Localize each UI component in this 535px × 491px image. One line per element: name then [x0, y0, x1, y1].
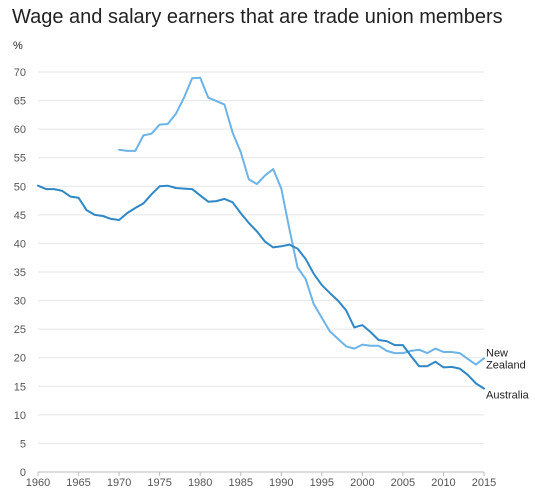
- y-tick-label-25: 25: [14, 324, 26, 336]
- x-tick-label-2015: 2015: [472, 477, 496, 489]
- gridlines: [38, 72, 484, 472]
- y-tick-label-35: 35: [14, 267, 26, 279]
- y-tick-label-15: 15: [14, 381, 26, 393]
- x-tick-label-1985: 1985: [228, 477, 252, 489]
- y-tick-label-60: 60: [14, 124, 26, 136]
- x-tick-label-1995: 1995: [310, 477, 334, 489]
- x-tick-label-2010: 2010: [431, 477, 455, 489]
- x-tick-label-1975: 1975: [147, 477, 171, 489]
- y-tick-label-65: 65: [14, 96, 26, 108]
- x-tick-label-1980: 1980: [188, 477, 212, 489]
- series-line-new-zealand: [119, 78, 484, 365]
- y-tick-label-30: 30: [14, 296, 26, 308]
- y-tick-label-45: 45: [14, 210, 26, 222]
- series-label-australia: Australia: [486, 390, 530, 402]
- y-tick-label-5: 5: [20, 438, 26, 450]
- x-tick-label-2005: 2005: [391, 477, 415, 489]
- y-tick-label-50: 50: [14, 181, 26, 193]
- x-tick-label-1970: 1970: [107, 477, 131, 489]
- x-tick-label-1990: 1990: [269, 477, 293, 489]
- x-tick-label-1965: 1965: [66, 477, 90, 489]
- x-tick-label-1960: 1960: [26, 477, 50, 489]
- series-label-new-zealand: New Zealand: [486, 347, 526, 371]
- series-lines: [38, 78, 484, 389]
- y-tick-label-70: 70: [14, 67, 26, 79]
- y-tick-label-40: 40: [14, 238, 26, 250]
- y-tick-label-55: 55: [14, 153, 26, 165]
- y-tick-label-10: 10: [14, 410, 26, 422]
- series-labels: New Zealand Australia: [486, 347, 530, 401]
- y-tick-label-20: 20: [14, 353, 26, 365]
- x-tick-label-2000: 2000: [350, 477, 374, 489]
